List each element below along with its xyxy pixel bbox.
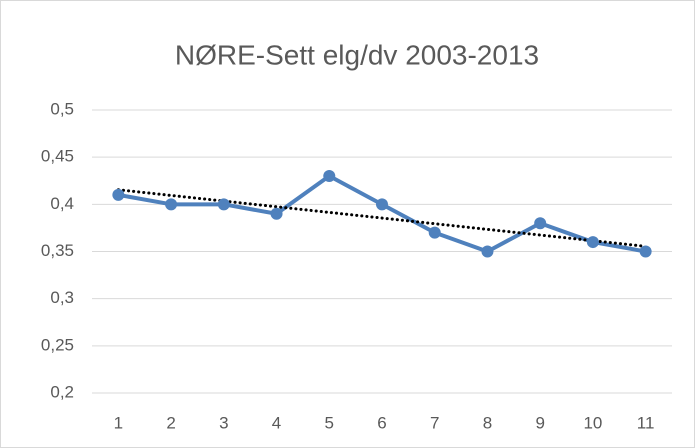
x-tick-label: 9 [535,413,544,432]
y-tick-label: 0,45 [41,147,74,166]
x-tick-label: 6 [377,413,386,432]
data-point [639,245,652,258]
x-tick-label: 3 [219,413,228,432]
chart-title: NØRE-Sett elg/dv 2003-2013 [175,39,539,70]
y-tick-label: 0,35 [41,241,74,260]
y-tick-label: 0,2 [50,382,74,401]
data-point [428,226,441,239]
data-point [481,245,494,258]
x-tick-label: 1 [114,413,123,432]
data-point [586,236,599,249]
y-tick-label: 0,3 [50,288,74,307]
x-tick-label: 7 [430,413,439,432]
data-point [323,170,336,183]
y-tick-label: 0,5 [50,99,74,118]
data-point [534,217,547,230]
x-tick-label: 5 [325,413,334,432]
data-point [376,198,388,211]
x-tick-label: 2 [166,413,175,432]
data-point [217,198,230,211]
trendline [116,188,648,248]
x-tick-label: 11 [637,413,655,432]
x-tick-label: 8 [483,413,492,432]
data-point [112,188,125,201]
data-point [270,207,283,220]
y-tick-label: 0,4 [50,194,74,213]
y-tick-label: 0,25 [41,335,74,354]
x-tick-label: 10 [583,413,602,432]
data-point [165,198,178,211]
x-tick-label: 4 [272,413,281,432]
